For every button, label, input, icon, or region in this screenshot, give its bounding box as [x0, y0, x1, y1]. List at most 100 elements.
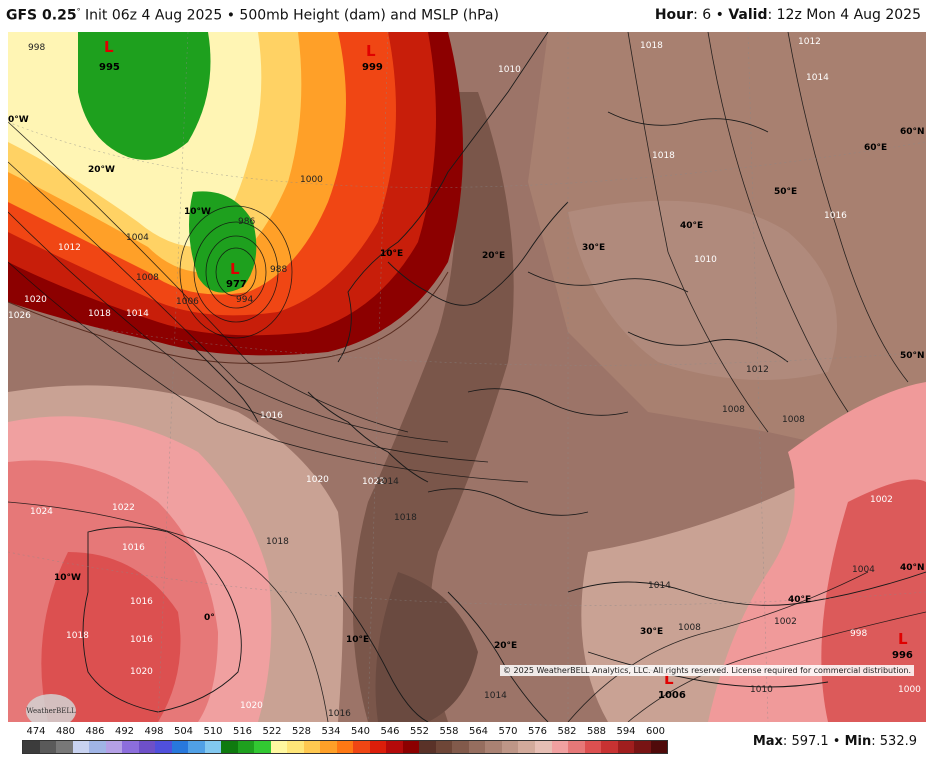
isobar-label: 1026: [8, 311, 31, 321]
isobar-label: 1016: [260, 411, 283, 421]
legend-swatch: [204, 741, 222, 753]
isobar-label: 1008: [136, 273, 159, 283]
isobar-label: 988: [270, 265, 287, 275]
legend-swatch: [336, 741, 354, 753]
legend-value: 510: [203, 726, 223, 737]
legend-value: 594: [616, 726, 636, 737]
legend-value: 498: [144, 726, 164, 737]
isobar-label: 1010: [694, 255, 717, 265]
isobar-label: 1014: [376, 477, 399, 487]
legend-swatch: [254, 741, 271, 753]
low-value: 977: [226, 279, 247, 290]
legend-value: 504: [173, 726, 194, 737]
isobar-label: 1012: [58, 243, 81, 253]
grid-label: 50°N: [900, 351, 925, 361]
isobar-label: 1018: [652, 151, 675, 161]
legend-swatch: [23, 741, 40, 753]
valid-value: 12z Mon 4 Aug 2025: [776, 7, 921, 23]
legend-swatch: [386, 741, 403, 753]
isobar-label: 1002: [870, 495, 893, 505]
low-value: 996: [892, 650, 913, 661]
grid-label: 60°E: [864, 143, 887, 153]
legend-value: 588: [586, 726, 607, 737]
isobar-label: 1020: [24, 295, 47, 305]
isobar-label: 1016: [130, 635, 153, 645]
legend-swatch: [39, 741, 57, 753]
legend-value: 486: [85, 726, 105, 737]
isobar-label: 1020: [306, 475, 329, 485]
grid-label: 10°W: [54, 573, 81, 583]
legend-swatch: [568, 741, 585, 753]
isobar-label: 1018: [88, 309, 111, 319]
isobar-label: 1014: [648, 581, 671, 591]
low-value: 995: [99, 62, 120, 73]
legend-swatch: [303, 741, 321, 753]
isobar-label: 1008: [722, 405, 745, 415]
legend-swatch: [501, 741, 519, 753]
isobar-label: 1014: [806, 73, 829, 83]
legend-swatch: [320, 741, 337, 753]
legend-swatch: [419, 741, 436, 753]
isobar-label: 1000: [898, 685, 921, 695]
valid-time: Hour: 6 • Valid: 12z Mon 4 Aug 2025: [654, 7, 921, 23]
low-value: 999: [362, 62, 383, 73]
legend-swatch: [56, 741, 73, 753]
grid-label: 40°E: [680, 221, 703, 231]
legend-value: 576: [527, 726, 548, 737]
isobar-label: 1004: [852, 565, 875, 575]
low-symbol: L: [898, 630, 908, 648]
legend-swatch: [270, 741, 288, 753]
isobar-label: 1014: [126, 309, 149, 319]
legend-value: 492: [114, 726, 135, 737]
copyright-notice: © 2025 WeatherBELL Analytics, LLC. All r…: [500, 665, 914, 676]
isobar-label: 1020: [240, 701, 263, 711]
legend-swatch: [188, 741, 205, 753]
legend-value: 480: [55, 726, 76, 737]
isobar-label: 998: [850, 629, 867, 639]
legend-swatch: [105, 741, 123, 753]
low-symbol: L: [366, 42, 376, 60]
legend-labels: 474 480 486 492 498 504 510 516 522 528 534 540 546 5…: [22, 726, 682, 738]
isobar-label: 1018: [266, 537, 289, 547]
grid-label: 10°W: [184, 207, 211, 217]
legend-swatch: [601, 741, 618, 753]
valid-label: Valid: [728, 7, 768, 23]
init-time: Init 06z 4 Aug 2025: [85, 7, 223, 24]
isobar-label: 994: [236, 295, 253, 305]
isobar-labels: 998 1018 1012 1014 1010 1000 1004 1008 1…: [8, 37, 921, 719]
isobar-label: 1024: [30, 507, 53, 517]
legend-swatch: [89, 741, 106, 753]
low-symbol: L: [104, 38, 114, 56]
legend-swatch: [534, 741, 552, 753]
weatherbell-logo: WeatherBELL: [26, 694, 76, 722]
min-label: Min: [844, 734, 872, 749]
legend-swatch: [485, 741, 502, 753]
legend-swatch: [221, 741, 238, 753]
legend-swatch: [634, 741, 651, 753]
grid-label: 40°E: [788, 595, 811, 605]
isobar-label: 1018: [394, 513, 417, 523]
grid-label: 30°E: [640, 627, 663, 637]
legend-swatch: [287, 741, 304, 753]
low-value: 1006: [658, 690, 686, 701]
legend-value: 546: [380, 726, 400, 737]
legend-swatch: [402, 741, 420, 753]
title: GFS 0.25° Init 06z 4 Aug 2025 • 500mb He…: [6, 7, 499, 24]
header: GFS 0.25° Init 06z 4 Aug 2025 • 500mb He…: [0, 0, 935, 30]
isobar-label: 1012: [798, 37, 821, 47]
weather-map[interactable]: L 995 L 999 L 977 L 1006 L 996 998 1018 …: [8, 32, 926, 722]
isobar-label: 1016: [824, 211, 847, 221]
isobar-label: 1016: [130, 597, 153, 607]
grid-label: 20°W: [88, 165, 115, 175]
grid-label: 50°E: [774, 187, 797, 197]
legend-swatch: [155, 741, 172, 753]
isobar-label: 1016: [122, 543, 145, 553]
color-legend: 474 480 486 492 498 504 510 516 522 528 534 540 546 5…: [22, 726, 682, 754]
legend-swatch: [122, 741, 139, 753]
grid-label: 10°E: [346, 635, 369, 645]
legend-swatch: [138, 741, 156, 753]
legend-swatch: [237, 741, 255, 753]
isobar-label: 1004: [126, 233, 149, 243]
isobar-label: 998: [28, 43, 45, 53]
legend-swatch: [617, 741, 635, 753]
